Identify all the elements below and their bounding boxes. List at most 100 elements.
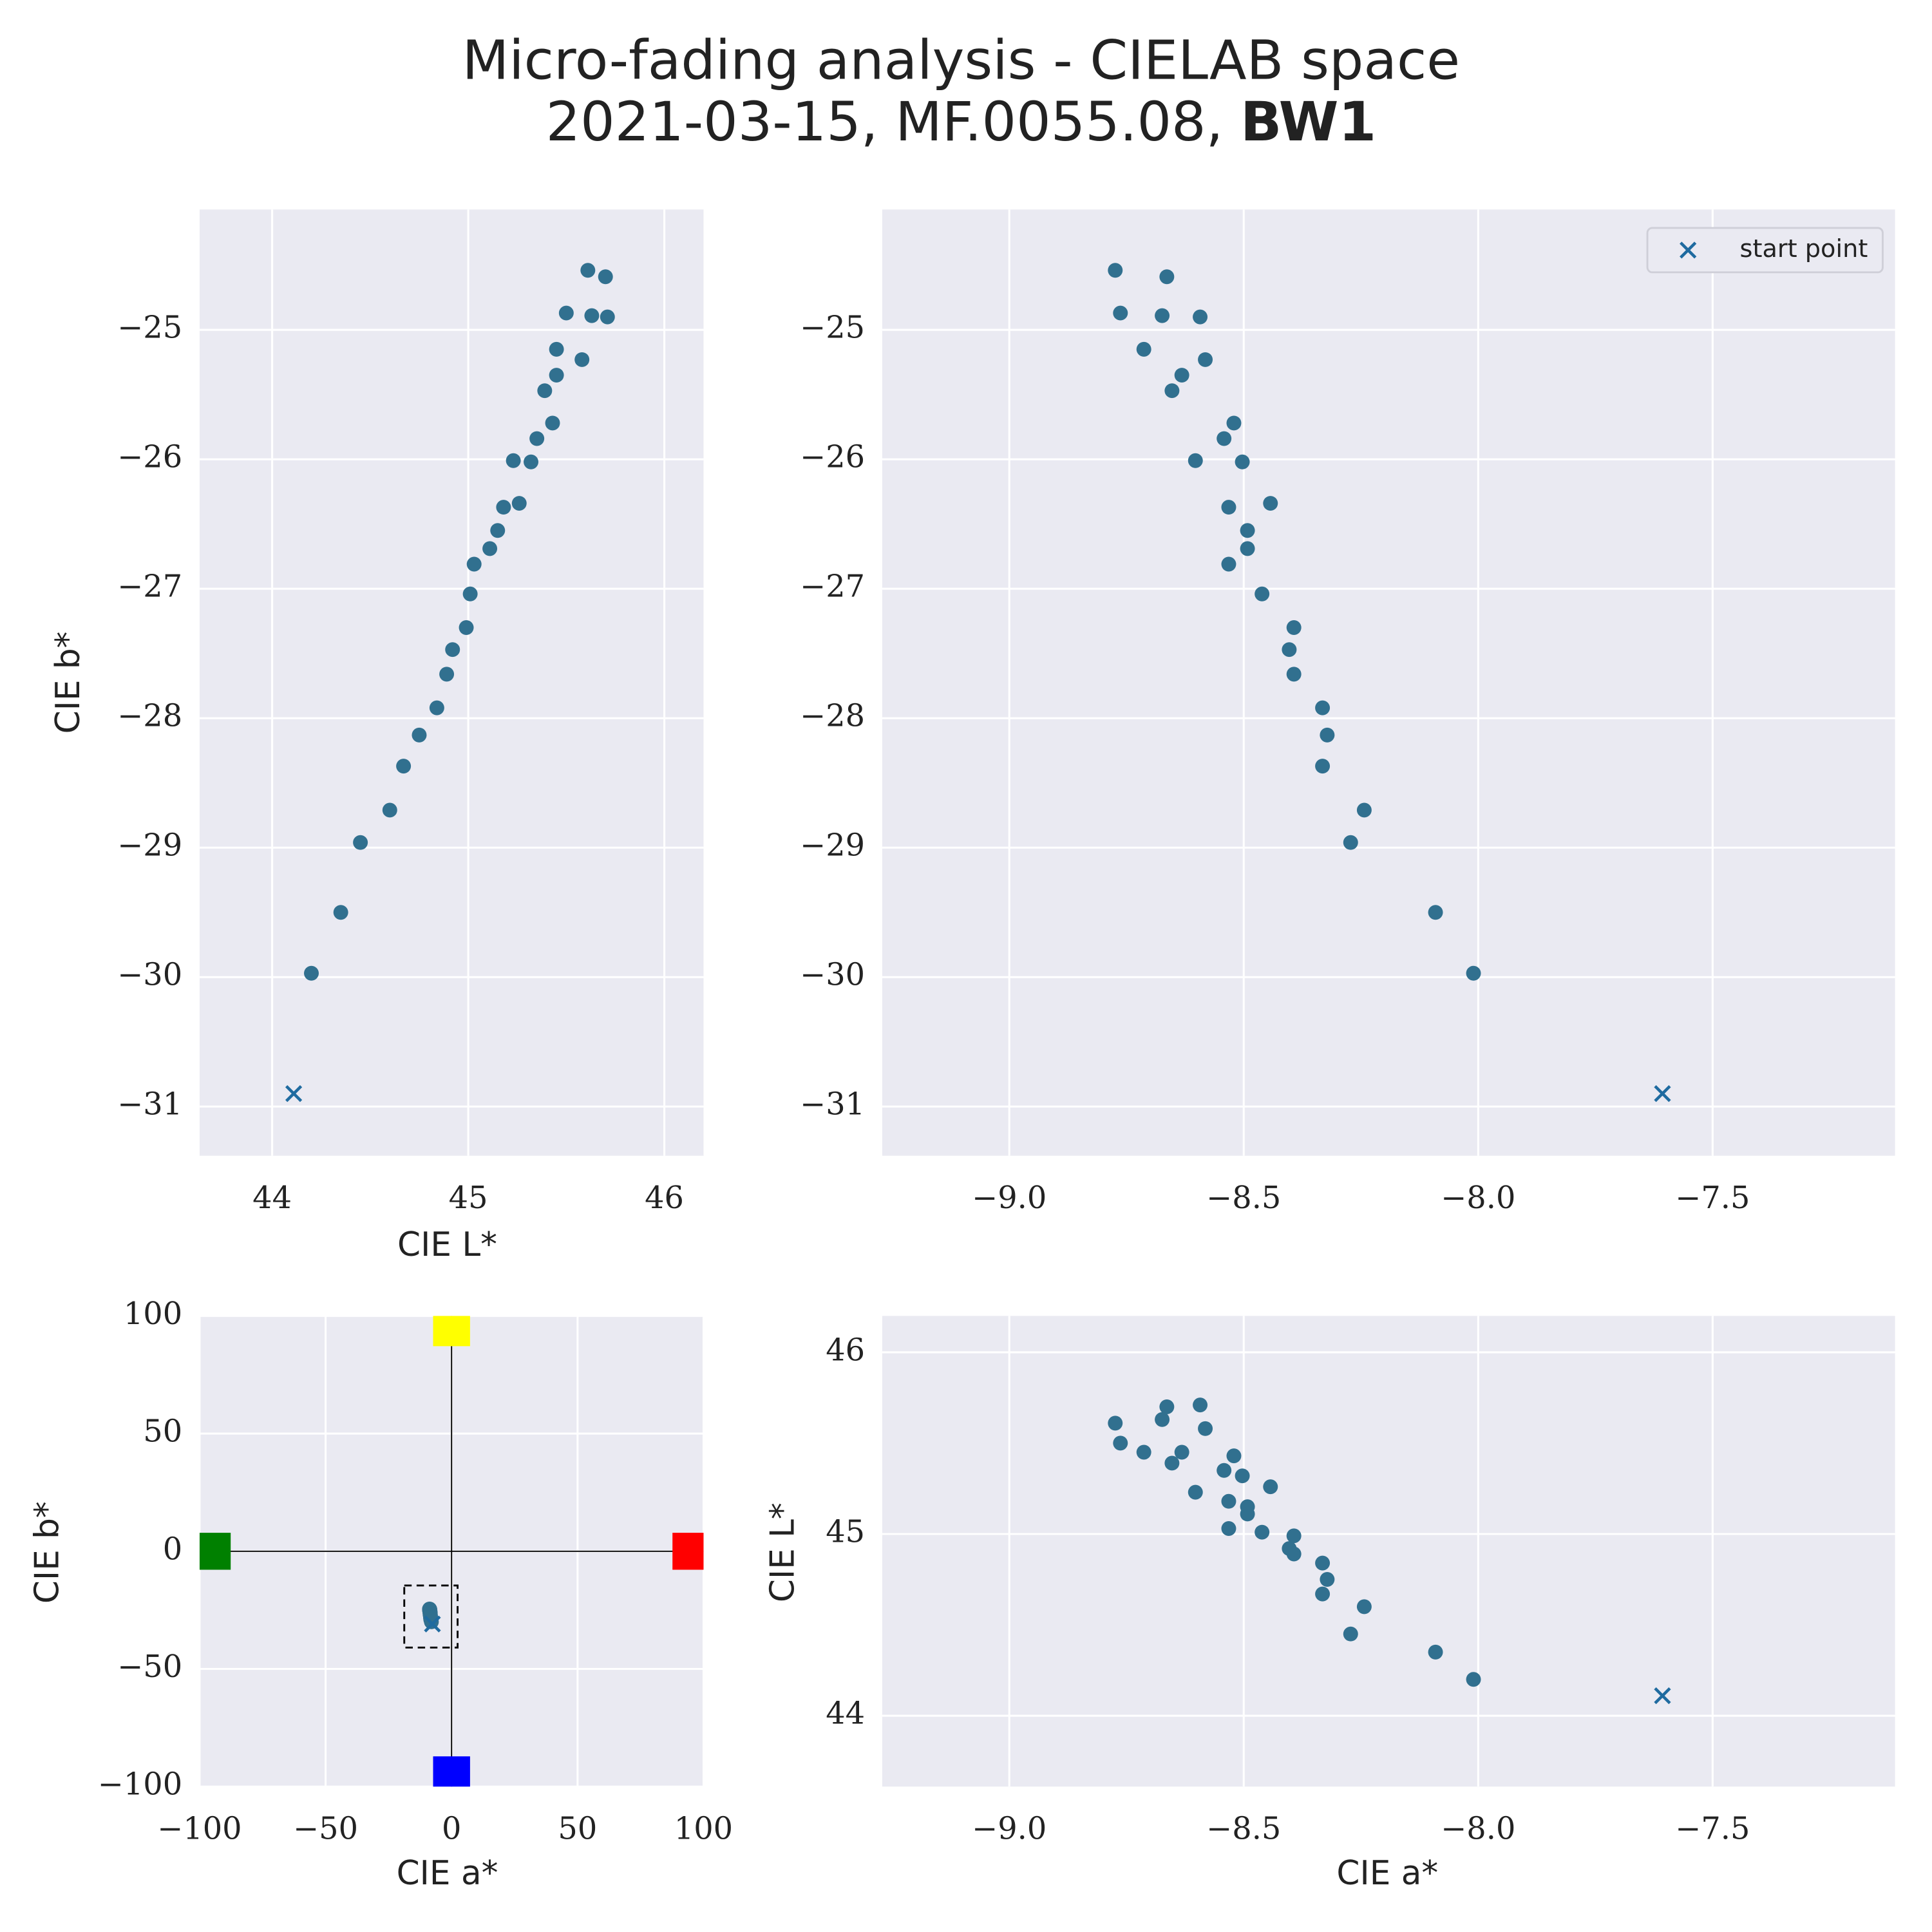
x-tick-label: −7.5 — [1675, 1812, 1750, 1847]
figure-subtitle: 2021-03-15, MF.0055.08, BW1 — [546, 90, 1377, 153]
point — [506, 453, 521, 468]
subplot: −9.0 −8.5 −8.0 −7.5 −31 −30 −29 −28 −27 −26 −25 sta… — [800, 209, 1895, 1216]
point — [1315, 700, 1331, 715]
point — [1159, 269, 1175, 285]
y-tick-label: −25 — [800, 310, 865, 346]
point — [1320, 727, 1335, 743]
y-tick-label: −100 — [98, 1767, 182, 1803]
point — [1193, 1397, 1208, 1413]
point — [1282, 642, 1297, 658]
y-tick-label: 100 — [124, 1296, 182, 1332]
plot-area — [199, 1316, 704, 1787]
point — [1240, 541, 1255, 556]
point — [598, 269, 613, 285]
point — [353, 835, 368, 850]
legend-marker — [1680, 242, 1697, 259]
plot-background — [199, 209, 704, 1156]
y-tick-label: 46 — [826, 1332, 865, 1368]
point — [412, 727, 427, 743]
figure-title: Micro-fading analysis - CIELAB space — [462, 28, 1460, 91]
start-marker — [285, 1085, 303, 1103]
point — [549, 341, 564, 357]
point — [1356, 1599, 1372, 1615]
reference-color — [433, 1756, 470, 1787]
subplot: 44 45 46 −31 −30 −29 −28 −27 −26 −25 CIE L* CIE b* — [49, 209, 704, 1264]
y-tick-label: −30 — [117, 958, 182, 993]
point — [1174, 368, 1189, 383]
point — [462, 586, 478, 601]
point — [537, 383, 553, 399]
point — [1315, 759, 1331, 774]
point — [439, 667, 455, 682]
reference-color — [199, 1533, 231, 1570]
y-tick-label: −29 — [800, 828, 865, 864]
point — [574, 352, 590, 367]
y-tick-label: −29 — [117, 828, 182, 864]
point — [1263, 496, 1278, 511]
x-tick-label: −9.0 — [972, 1812, 1046, 1847]
point — [382, 802, 397, 818]
point — [511, 496, 527, 511]
point — [1221, 556, 1236, 572]
point — [584, 308, 600, 323]
point — [1226, 415, 1242, 431]
start-marker — [424, 1615, 441, 1633]
point — [1226, 1448, 1242, 1464]
point — [1263, 1479, 1278, 1495]
point — [459, 620, 474, 635]
point — [1198, 1421, 1213, 1436]
point — [1221, 1521, 1236, 1537]
point — [1286, 1546, 1302, 1562]
subtitle-bold: BW1 — [1240, 90, 1376, 153]
y-tick-label: −27 — [117, 569, 182, 605]
x-tick-label: 46 — [645, 1180, 684, 1216]
point — [1155, 308, 1170, 323]
y-tick-label: 0 — [163, 1531, 182, 1567]
point — [1466, 965, 1481, 981]
point — [1343, 1626, 1358, 1642]
point — [1320, 1572, 1335, 1587]
plot-area — [1108, 1397, 1671, 1705]
plot-background — [882, 1316, 1895, 1787]
y-tick-label: −26 — [117, 440, 182, 475]
subtitle-text: 2021-03-15, MF.0055.08, — [546, 90, 1224, 153]
y-tick-label: −27 — [800, 569, 865, 605]
x-tick-label: −7.5 — [1675, 1180, 1750, 1216]
x-tick-label: 45 — [449, 1180, 488, 1216]
point — [524, 454, 539, 469]
point — [1286, 620, 1302, 635]
point — [1164, 1455, 1180, 1471]
x-tick-label: 44 — [252, 1180, 292, 1216]
point — [1428, 905, 1443, 920]
x-tick-label: 50 — [558, 1812, 597, 1847]
point — [1235, 454, 1250, 469]
reference-color — [433, 1316, 470, 1347]
plot-background — [882, 209, 1895, 1156]
point — [1188, 453, 1203, 468]
point — [1255, 1524, 1270, 1540]
point — [1217, 431, 1232, 446]
point — [1343, 835, 1358, 850]
point — [1136, 341, 1151, 357]
point — [1198, 352, 1213, 367]
point — [1286, 1528, 1302, 1544]
point — [445, 642, 460, 658]
point — [1113, 305, 1128, 321]
point — [1221, 500, 1236, 515]
x-tick-label: −8.5 — [1206, 1812, 1281, 1847]
plot-area — [285, 263, 615, 1103]
legend-label: start point — [1740, 234, 1868, 263]
plot-area — [1108, 263, 1671, 1103]
x-axis-label: CIE a* — [1336, 1854, 1438, 1893]
point — [1356, 802, 1372, 818]
point — [1240, 1506, 1255, 1522]
point — [1428, 1644, 1443, 1660]
point — [1136, 1444, 1151, 1460]
start-marker — [1654, 1085, 1671, 1103]
x-tick-label: −9.0 — [972, 1180, 1046, 1216]
x-axis-label: CIE a* — [397, 1854, 498, 1893]
point — [1193, 309, 1208, 325]
x-tick-label: −50 — [293, 1812, 358, 1847]
y-axis-label: CIE L* — [764, 1502, 802, 1602]
